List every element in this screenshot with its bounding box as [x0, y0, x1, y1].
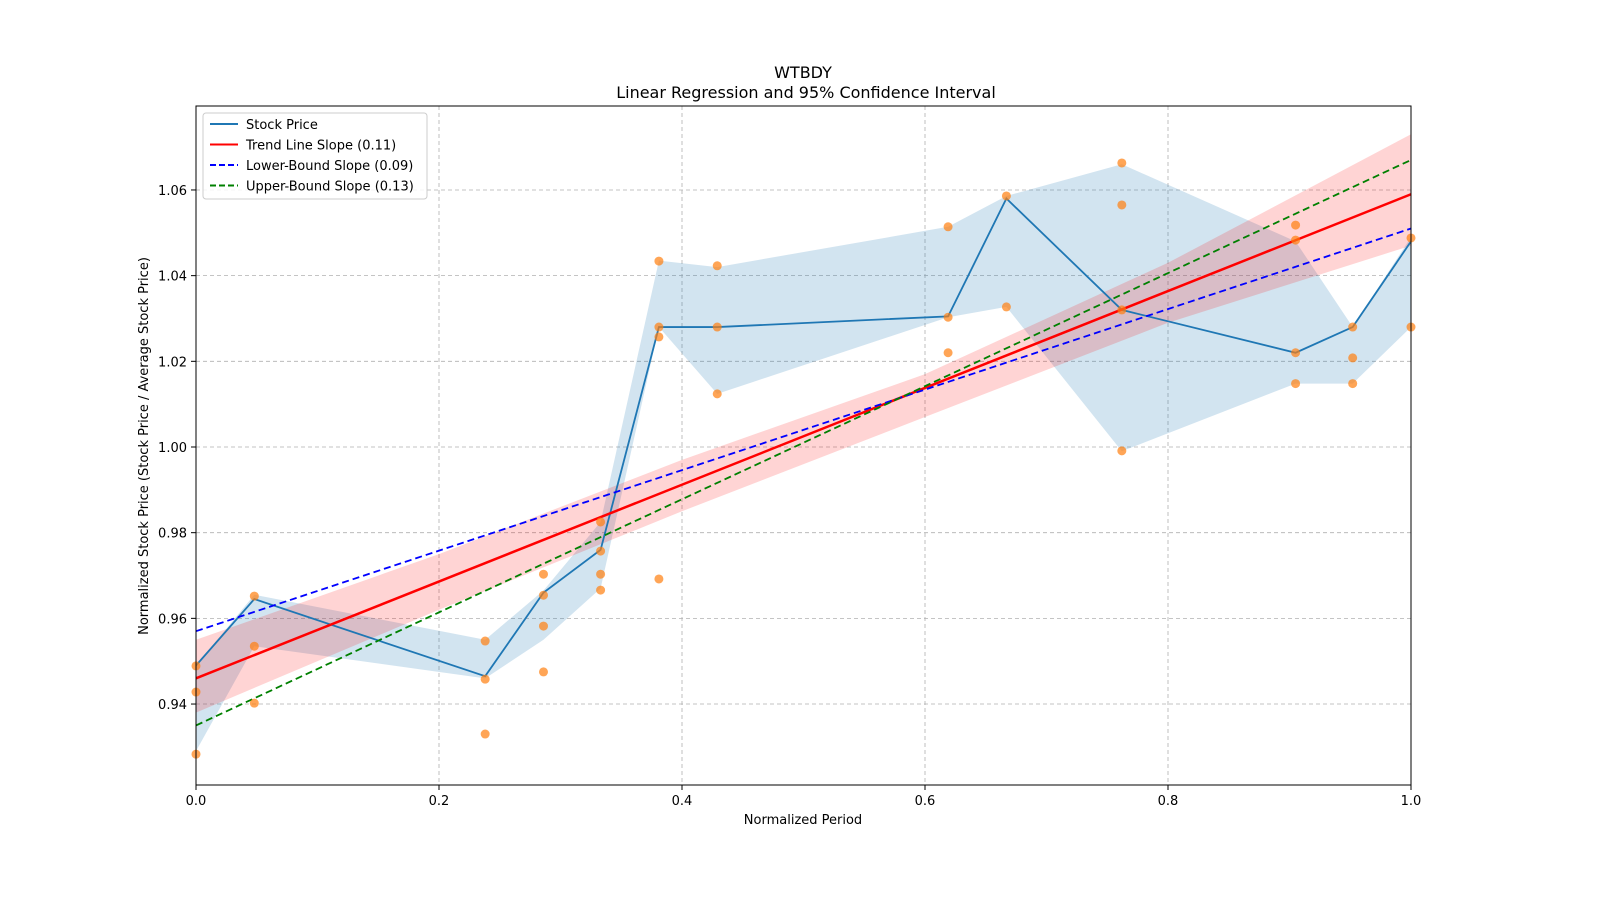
scatter-point: [654, 332, 664, 342]
scatter-point: [654, 256, 664, 266]
x-tick-label: 0.4: [672, 794, 693, 809]
scatter-point: [249, 698, 259, 708]
scatter-point: [654, 574, 664, 584]
y-axis-label: Normalized Stock Price (Stock Price / Av…: [137, 257, 152, 635]
scatter-point: [249, 591, 259, 601]
scatter-point: [1348, 379, 1358, 389]
scatter-point: [712, 322, 722, 332]
scatter-point: [1348, 322, 1358, 332]
y-tick-label: 1.04: [158, 270, 187, 285]
y-tick-label: 1.06: [158, 184, 187, 199]
legend-label: Upper-Bound Slope (0.13): [246, 180, 414, 195]
scatter-point: [538, 590, 548, 600]
y-tick-label: 0.98: [158, 527, 187, 542]
trend-confidence-band: [196, 134, 1411, 713]
y-tick-label: 1.00: [158, 441, 187, 456]
scatter-point: [1291, 220, 1301, 230]
x-tick-label: 0.6: [915, 794, 936, 809]
legend-label: Lower-Bound Slope (0.09): [246, 159, 413, 174]
legend-box: [202, 112, 428, 200]
scatter-point: [943, 222, 953, 232]
scatter-point: [1348, 353, 1358, 363]
y-tick-label: 0.96: [158, 612, 187, 627]
scatter-point: [943, 348, 953, 358]
scatter-point: [654, 322, 664, 332]
legend-label: Stock Price: [246, 118, 318, 133]
scatter-point: [538, 667, 548, 677]
scatter-point: [538, 569, 548, 579]
x-tick-label: 0.2: [429, 794, 450, 809]
scatter-point: [1117, 158, 1127, 168]
lower-bound-line: [195, 227, 1412, 633]
y-tick-label: 0.94: [158, 698, 187, 713]
scatter-points: [191, 158, 1416, 759]
scatter-point: [249, 641, 259, 651]
scatter-point: [1117, 446, 1127, 456]
scatter-point: [1291, 235, 1301, 245]
scatter-point: [712, 261, 722, 271]
scatter-point: [1117, 200, 1127, 210]
scatter-point: [596, 569, 606, 579]
chart-subtitle: Linear Regression and 95% Confidence Int…: [616, 83, 996, 102]
ticks: 0.0 0.2 0.4 0.6 0.8 1.0 0.94 0.96 0.98 1.00 1.02 1.…: [158, 184, 1421, 809]
chart-title: WTBDY: [774, 63, 832, 82]
x-axis-label: Normalized Period: [744, 813, 862, 828]
legend: Stock Price Trend Line Slope (0.11) Lower-…: [202, 112, 428, 200]
x-tick-label: 1.0: [1401, 794, 1422, 809]
scatter-point: [1291, 379, 1301, 389]
scatter-point: [1001, 191, 1011, 201]
scatter-point: [712, 389, 722, 399]
scatter-point: [1117, 305, 1127, 315]
y-tick-label: 1.02: [158, 355, 187, 370]
upper-bound-line: [195, 159, 1412, 727]
bands: [196, 134, 1411, 752]
x-tick-label: 0.8: [1158, 794, 1179, 809]
plot-frame: [195, 105, 1412, 786]
scatter-point: [538, 621, 548, 631]
scatter-point: [480, 636, 490, 646]
scatter-point: [596, 585, 606, 595]
legend-label: Trend Line Slope (0.11): [245, 139, 396, 154]
scatter-point: [596, 546, 606, 556]
x-tick-label: 0.0: [186, 794, 207, 809]
scatter-point: [1291, 348, 1301, 358]
scatter-point: [1001, 302, 1011, 312]
scatter-point: [480, 729, 490, 739]
scatter-point: [943, 312, 953, 322]
scatter-point: [596, 517, 606, 527]
trend-line: [195, 193, 1412, 680]
stock-price-band: [196, 164, 1411, 752]
scatter-point: [480, 674, 490, 684]
